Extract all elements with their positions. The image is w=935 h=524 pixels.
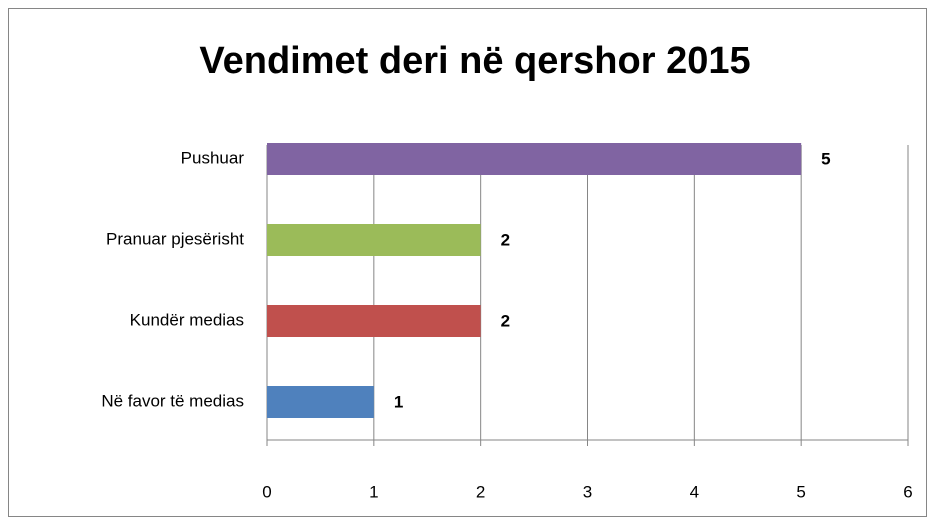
x-tick-label: 3 [583, 482, 592, 501]
x-tick-label: 2 [476, 482, 485, 501]
x-tick-label: 0 [262, 482, 271, 501]
y-tick-label: Pushuar [181, 148, 245, 167]
chart-border [8, 8, 927, 517]
y-tick-label: Në favor të medias [101, 391, 244, 410]
value-label: 2 [501, 230, 510, 249]
y-tick-label: Pranuar pjesërisht [106, 229, 244, 248]
bar [267, 224, 481, 256]
x-tick-label: 6 [903, 482, 912, 501]
x-tick-label: 1 [369, 482, 378, 501]
y-tick-label: Kundër medias [130, 310, 244, 329]
bar [267, 386, 374, 418]
x-tick-label: 4 [690, 482, 699, 501]
x-tick-label: 5 [796, 482, 805, 501]
bar [267, 143, 802, 175]
value-label: 1 [394, 392, 403, 411]
value-label: 2 [501, 311, 510, 330]
bar [267, 305, 481, 337]
chart-title: Vendimet deri në qershor 2015 [199, 40, 750, 82]
value-label: 5 [821, 149, 830, 168]
